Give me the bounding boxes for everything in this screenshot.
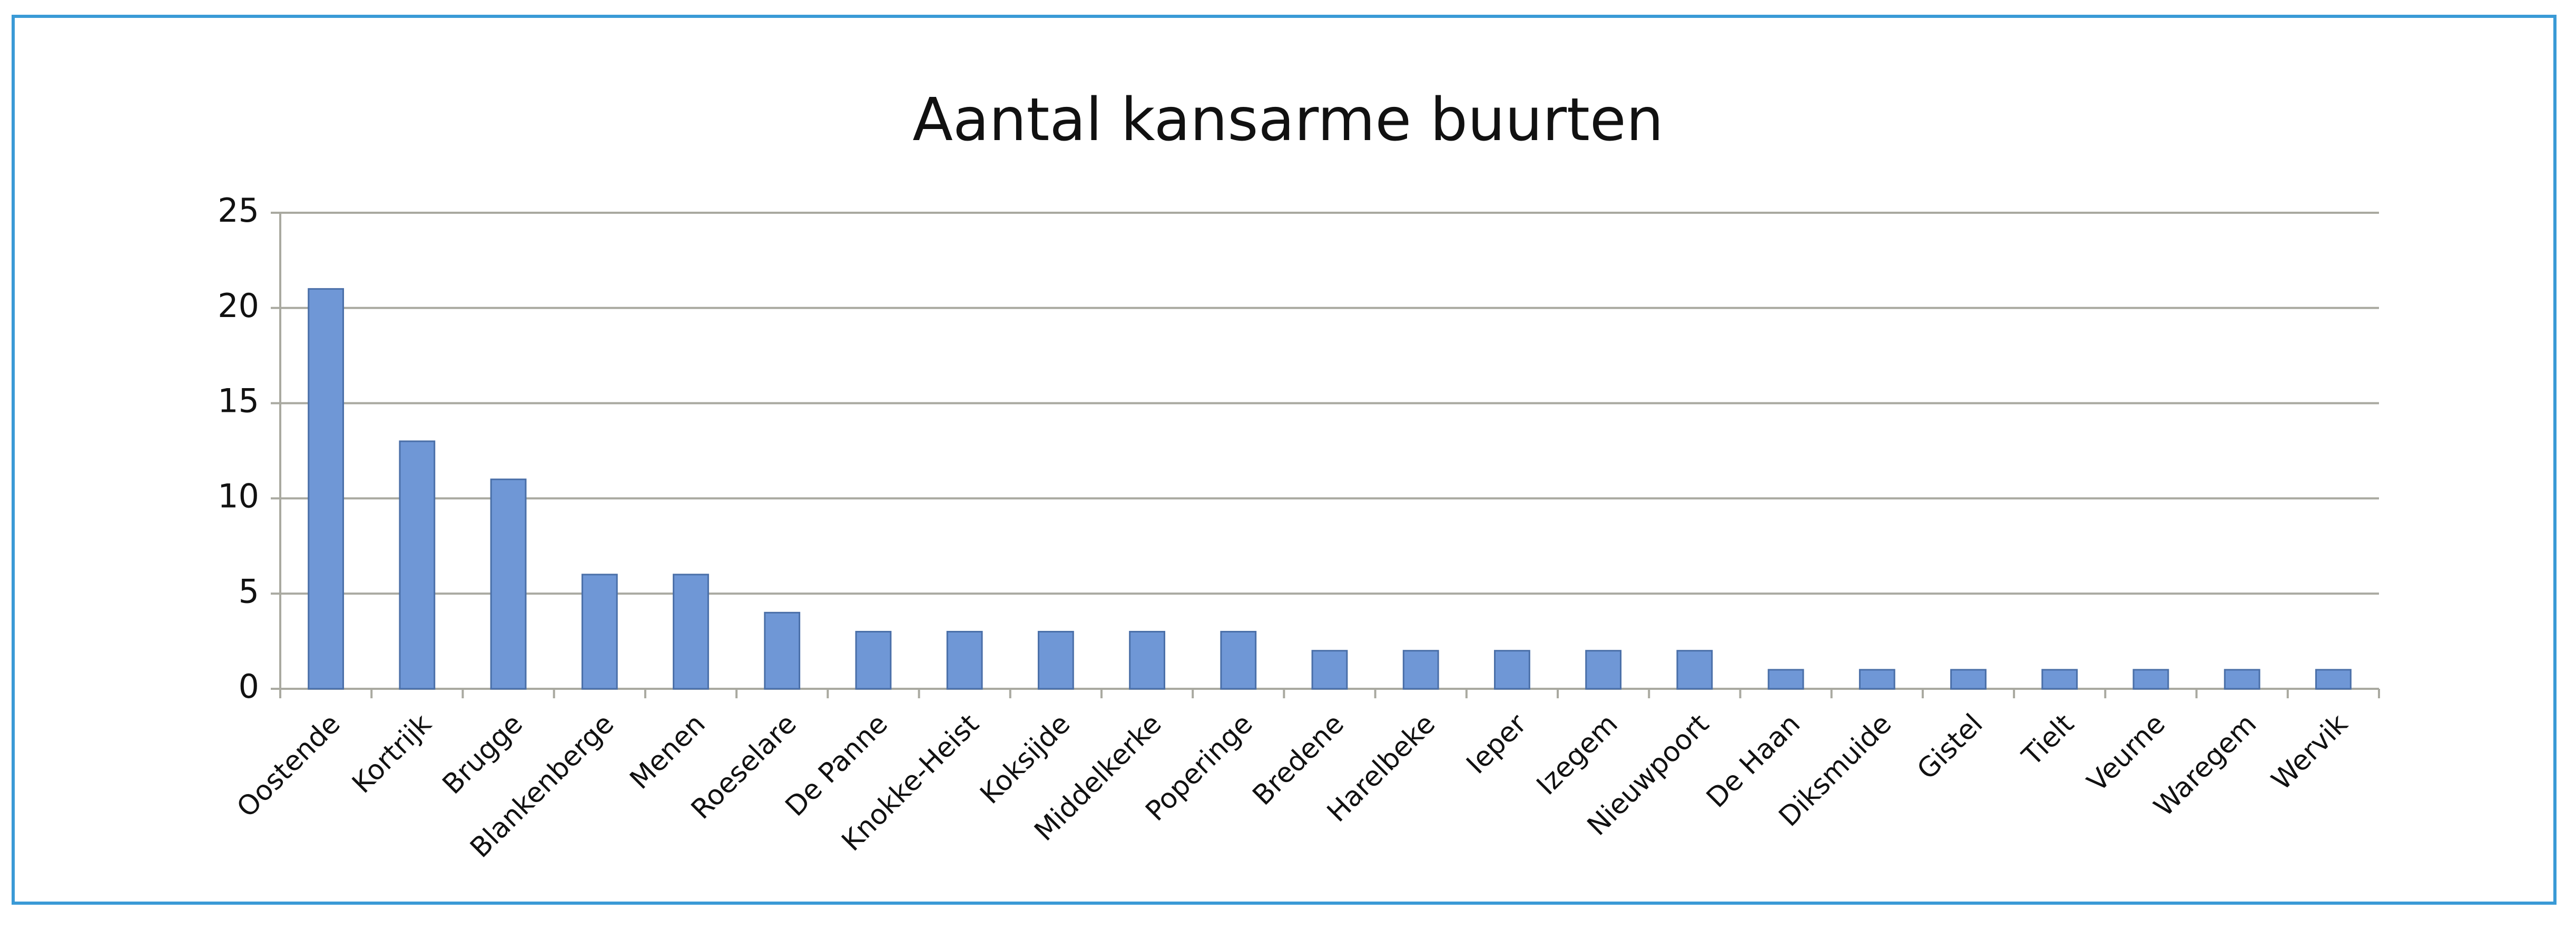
y-tick-label: 0 bbox=[239, 667, 259, 706]
bar bbox=[1037, 631, 1074, 690]
bar bbox=[1859, 669, 1895, 690]
bar bbox=[308, 288, 345, 690]
bar bbox=[1585, 650, 1622, 690]
chart-title: Aantal kansarme buurten bbox=[912, 86, 1664, 154]
bar bbox=[764, 611, 801, 690]
bar bbox=[581, 573, 618, 690]
bar bbox=[1950, 669, 1987, 690]
bar bbox=[1676, 650, 1713, 690]
y-tick-label: 20 bbox=[218, 286, 259, 325]
bar bbox=[2041, 669, 2078, 690]
y-tick-label: 15 bbox=[218, 382, 259, 420]
bar bbox=[1220, 631, 1257, 690]
bar bbox=[1494, 650, 1530, 690]
bar bbox=[2315, 669, 2352, 690]
bar bbox=[1311, 650, 1348, 690]
bar bbox=[2132, 669, 2169, 690]
y-tick-label: 5 bbox=[239, 572, 259, 610]
bar bbox=[673, 573, 709, 690]
frame bbox=[12, 15, 2557, 905]
bar bbox=[855, 631, 892, 690]
y-tick-label: 10 bbox=[218, 477, 259, 515]
bar bbox=[946, 631, 983, 690]
bar bbox=[1402, 650, 1439, 690]
bar bbox=[490, 478, 527, 690]
bar bbox=[2224, 669, 2260, 690]
bar bbox=[399, 440, 436, 690]
y-tick-label: 25 bbox=[218, 191, 259, 230]
bar bbox=[1767, 669, 1804, 690]
bar bbox=[1129, 631, 1165, 690]
